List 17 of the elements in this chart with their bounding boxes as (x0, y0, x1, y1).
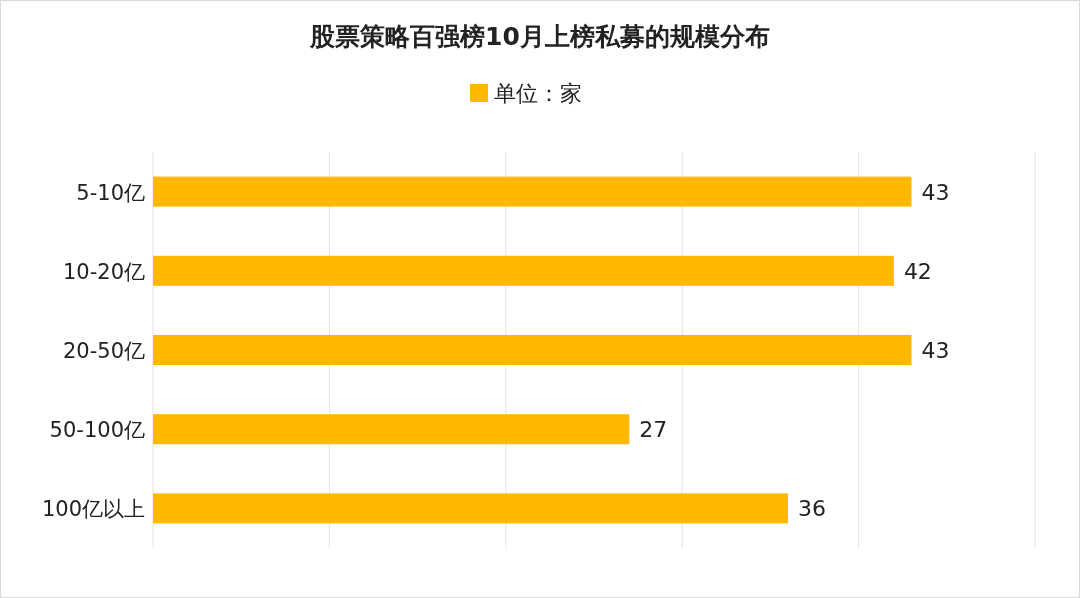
data-label: 36 (798, 496, 827, 522)
bar (153, 493, 789, 524)
y-tick-label: 50-100亿 (49, 418, 145, 443)
data-label: 43 (921, 338, 950, 363)
y-tick-label: 100亿以上 (41, 497, 145, 522)
legend-label: 单位：家 (494, 81, 582, 106)
bar (153, 335, 912, 365)
chart-title: 股票策略百强榜10月上榜私募的规模分布 (309, 22, 770, 51)
bar (153, 414, 630, 445)
data-label: 27 (639, 417, 668, 443)
y-tick-label: 5-10亿 (76, 180, 145, 205)
data-label: 42 (903, 258, 932, 284)
bar (153, 176, 912, 207)
data-label: 43 (921, 179, 950, 205)
y-tick-label: 20-50亿 (62, 339, 145, 363)
bar (153, 255, 894, 286)
y-tick-label: 10-20亿 (62, 259, 145, 284)
